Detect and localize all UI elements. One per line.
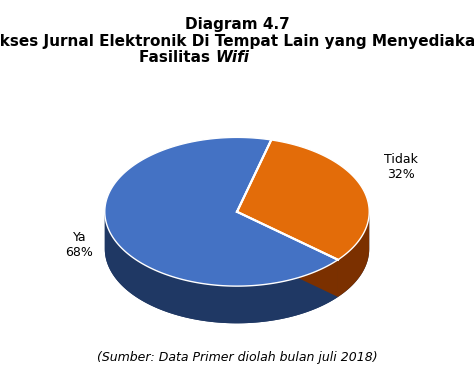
Polygon shape [338, 212, 369, 297]
Polygon shape [105, 212, 369, 323]
Text: (Sumber: Data Primer diolah bulan juli 2018): (Sumber: Data Primer diolah bulan juli 2… [97, 351, 377, 364]
Text: Diagram 4.7: Diagram 4.7 [185, 17, 289, 32]
Polygon shape [105, 137, 338, 286]
Text: Wifi: Wifi [216, 50, 250, 65]
Text: Tidak
32%: Tidak 32% [384, 153, 418, 181]
Text: Akses Jurnal Elektronik Di Tempat Lain yang Menyediakan: Akses Jurnal Elektronik Di Tempat Lain y… [0, 34, 474, 48]
Polygon shape [237, 212, 338, 297]
Polygon shape [237, 212, 338, 297]
Text: Fasilitas: Fasilitas [139, 50, 216, 65]
Polygon shape [237, 140, 369, 260]
Text: Ya
68%: Ya 68% [65, 231, 93, 259]
Polygon shape [105, 213, 338, 323]
